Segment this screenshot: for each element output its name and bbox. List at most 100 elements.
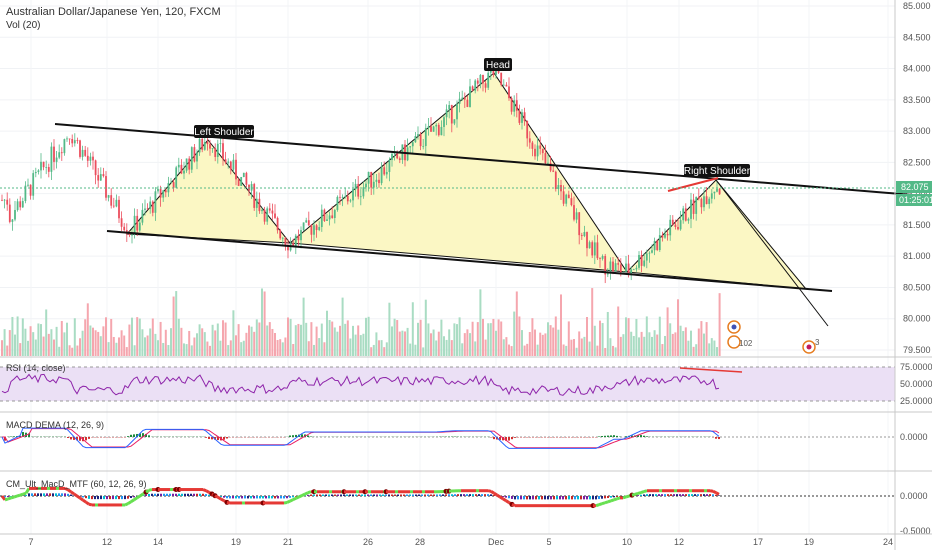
cm-histogram-bar: [124, 496, 126, 500]
macd-histogram-bar: [148, 435, 150, 437]
cm-histogram-bar: [373, 494, 375, 496]
cm-histogram-bar: [7, 496, 9, 498]
price-tick: 81.500: [903, 220, 931, 230]
candle-body: [216, 143, 219, 157]
volume-bar: [687, 340, 690, 356]
cm-histogram-bar: [97, 496, 99, 500]
cm-histogram-bar: [589, 496, 591, 500]
candle-body: [315, 225, 318, 231]
volume-bar: [19, 343, 22, 356]
cm-histogram-bar: [439, 494, 441, 496]
candle-body: [692, 199, 695, 214]
candle-body: [679, 220, 682, 230]
macd-histogram-bar: [616, 435, 618, 437]
volume-bar: [315, 326, 318, 356]
volume-bar: [383, 347, 386, 356]
cm-histogram-bar: [430, 494, 432, 496]
candle-body: [708, 198, 711, 205]
time-axis[interactable]: 7 12 14 19 21 26 28 Dec 5 10 12 17 19 24: [28, 537, 893, 547]
candle-body: [123, 226, 126, 231]
candle-body: [362, 187, 365, 197]
cm-tick: -0.5000: [900, 526, 931, 536]
price-scale[interactable]: 85.000 84.500 84.000 83.500 83.000 82.500 82.0…: [903, 1, 931, 355]
macd-histogram-bar: [643, 435, 645, 437]
cm-line-segment: [0, 495, 7, 501]
cm-histogram-bar: [313, 494, 315, 496]
cm-histogram-bar: [187, 493, 189, 496]
cm-histogram-bar: [520, 496, 522, 500]
volume-bar: [326, 310, 328, 356]
candle-body: [695, 196, 698, 214]
candle-body: [73, 140, 76, 144]
event-icon-future-dot: [806, 344, 812, 350]
candle-body: [328, 215, 331, 220]
cm-histogram-bar: [565, 496, 567, 500]
volume-bar: [164, 329, 167, 356]
volume-bar: [81, 330, 84, 356]
cm-line-segment: [601, 501, 606, 506]
candle-body: [196, 152, 198, 162]
last-price-value: 82.075: [901, 182, 929, 192]
cm-histogram-bar: [403, 494, 405, 496]
volume-bar: [521, 330, 523, 356]
candle-body: [287, 245, 289, 251]
candle-body: [469, 86, 471, 107]
cm-histogram-bar: [310, 494, 312, 496]
volume-bar: [401, 330, 404, 356]
cm-histogram-bar: [502, 496, 504, 497]
volume-bar: [120, 330, 123, 356]
cm-histogram-bar: [412, 494, 414, 496]
cm-histogram-bar: [409, 494, 411, 496]
cm-histogram-bar: [337, 494, 339, 496]
volume-bar: [32, 332, 35, 356]
volume-bar: [648, 332, 651, 356]
candle-body: [700, 198, 703, 208]
volume-bar: [458, 317, 461, 356]
cm-line-segment: [70, 490, 75, 496]
macd-histogram-bar: [214, 437, 216, 440]
cm-line-segment: [130, 498, 135, 504]
cm-histogram-bar: [601, 496, 603, 499]
candle-body: [411, 142, 414, 147]
right-shoulder-label: Right Shoulder: [684, 166, 751, 177]
volume-bar: [37, 323, 40, 356]
volume-bar: [612, 345, 614, 356]
candle-body: [84, 149, 87, 156]
candle-body: [422, 146, 425, 147]
volume-bar: [461, 343, 464, 356]
cm-histogram-bar: [691, 494, 693, 496]
candle-body: [14, 209, 16, 220]
candle-body: [237, 179, 240, 186]
cm-histogram-bar: [424, 494, 426, 496]
volume-bar: [424, 299, 427, 356]
volume-bar: [255, 319, 258, 356]
volume-bar: [352, 325, 354, 356]
cm-histogram-bar: [127, 496, 129, 499]
candle-body: [336, 196, 339, 210]
volume-bar: [320, 323, 323, 356]
cm-histogram-bar: [532, 496, 534, 500]
candle-body: [505, 84, 508, 87]
macd-histogram-bar: [133, 434, 135, 437]
candle-body: [232, 159, 235, 170]
candle-body: [162, 190, 165, 198]
candle-body: [209, 144, 211, 149]
cm-histogram-bar: [274, 496, 276, 499]
cm-line-segment: [289, 498, 294, 503]
volume-bar: [328, 320, 331, 356]
cm-histogram-bar: [616, 496, 618, 497]
candle-body: [27, 184, 29, 186]
macd-histogram-bar: [145, 433, 147, 437]
volume-bar: [710, 338, 713, 356]
event-icon-count[interactable]: [727, 335, 741, 349]
rsi-line: [1, 373, 720, 396]
candle-body: [305, 220, 308, 223]
cm-line-segment: [613, 497, 618, 502]
event-icons[interactable]: 102 3: [727, 320, 820, 354]
volume-bar: [180, 327, 183, 356]
candle-body: [645, 253, 648, 261]
cm-histogram-bar: [70, 494, 72, 496]
candle-body: [463, 97, 466, 100]
volume-bar: [21, 318, 24, 356]
cm-histogram-bar: [346, 494, 348, 496]
